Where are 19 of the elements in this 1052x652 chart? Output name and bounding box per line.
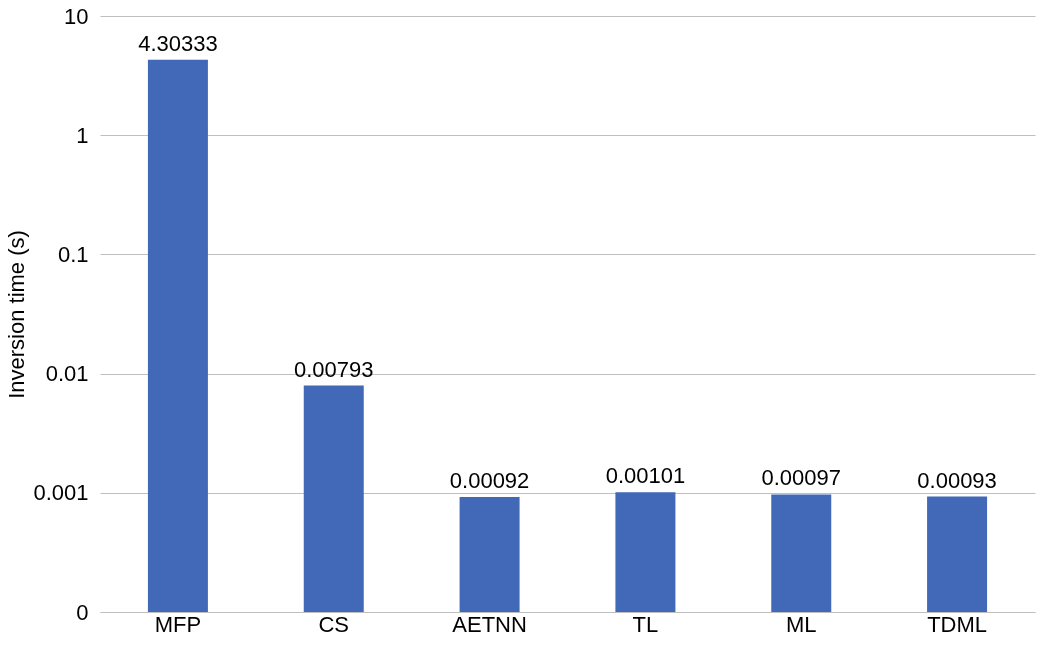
data-label: 0.00093 <box>917 467 997 493</box>
data-label: 0.00097 <box>761 465 842 491</box>
data-label: 4.30333 <box>138 30 218 56</box>
x-tick-label: AETNN <box>452 611 527 637</box>
data-label: 0.00793 <box>293 356 374 382</box>
y-tick-label: 0.01 <box>45 361 89 387</box>
x-tick-label: CS <box>318 611 350 637</box>
y-tick-label: 0 <box>76 599 89 625</box>
y-tick-label: 0.001 <box>33 480 89 506</box>
y-tick-label: 0.1 <box>57 241 89 267</box>
x-tick-label: TDML <box>927 611 988 637</box>
y-tick-label: 1 <box>76 122 89 148</box>
x-tick-label: TL <box>632 611 659 637</box>
y-tick-label: 10 <box>64 3 89 29</box>
x-tick-label: MFP <box>154 611 202 637</box>
data-label: 0.00092 <box>449 468 530 494</box>
x-tick-label: ML <box>785 611 817 637</box>
y-axis-title: Inversion time (s) <box>4 230 30 399</box>
data-label: 0.00101 <box>605 463 686 489</box>
